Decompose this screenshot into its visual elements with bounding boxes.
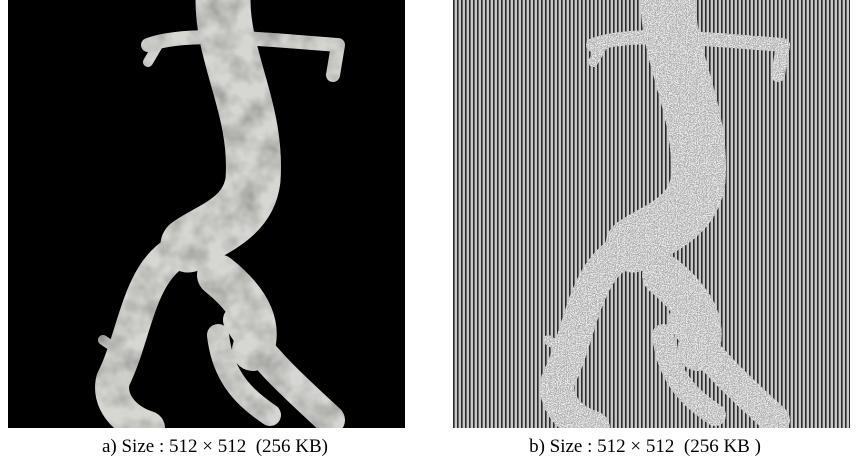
- caption-b: b) Size : 512 × 512 (256 KB ): [529, 436, 761, 457]
- panel-a-image: [8, 0, 405, 428]
- caption-a: a) Size : 512 × 512 (256 KB): [101, 436, 328, 457]
- panel-b-image: [453, 0, 850, 428]
